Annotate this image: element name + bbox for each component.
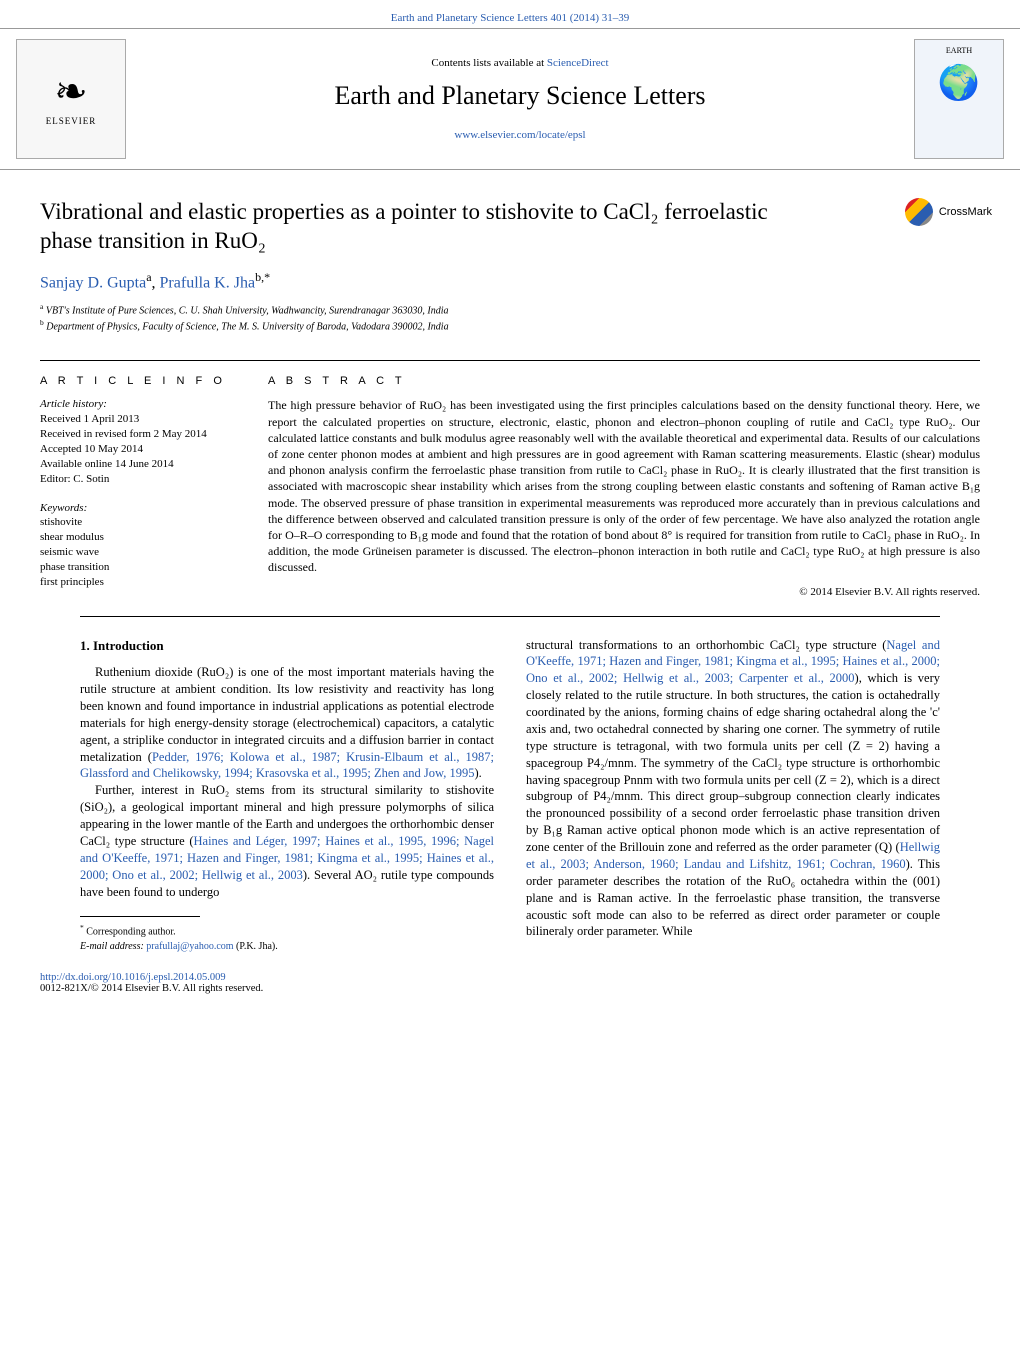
article-title: Vibrational and elastic properties as a …	[40, 198, 800, 256]
body-columns: 1. Introduction Ruthenium dioxide (RuO₂)…	[80, 616, 940, 964]
keyword: stishovite	[40, 515, 240, 530]
abstract-header: A B S T R A C T	[268, 375, 980, 387]
journal-name: Earth and Planetary Science Letters	[142, 81, 898, 111]
history-line: Editor: C. Sotin	[40, 472, 240, 487]
contents-line: Contents lists available at ScienceDirec…	[142, 57, 898, 69]
info-abstract-row: A R T I C L E I N F O Article history: R…	[0, 361, 1020, 615]
author-email-link[interactable]: prafullaj@yahoo.com	[146, 941, 233, 952]
journal-banner: ❧ ELSEVIER Contents lists available at S…	[0, 28, 1020, 170]
affiliation-a: VBT's Institute of Pure Sciences, C. U. …	[46, 305, 449, 316]
email-label: E-mail address:	[80, 941, 144, 952]
publisher-name: ELSEVIER	[46, 116, 97, 126]
author-1[interactable]: Sanjay D. Gupta	[40, 274, 146, 291]
sciencedirect-link[interactable]: ScienceDirect	[547, 57, 609, 69]
abstract-text: The high pressure behavior of RuO₂ has b…	[268, 397, 980, 575]
footnote-rule	[80, 916, 200, 917]
issn-line: 0012-821X/© 2014 Elsevier B.V. All right…	[40, 983, 980, 994]
author-2-aff: b,*	[255, 270, 270, 284]
publisher-logo: ❧ ELSEVIER	[16, 39, 126, 159]
affiliation-b: Department of Physics, Faculty of Scienc…	[46, 321, 448, 332]
email-name: (P.K. Jha).	[236, 941, 278, 952]
doi-link[interactable]: http://dx.doi.org/10.1016/j.epsl.2014.05…	[40, 972, 226, 983]
column-left: 1. Introduction Ruthenium dioxide (RuO₂)…	[80, 637, 494, 954]
corresponding-author: Corresponding author.	[86, 927, 175, 938]
crossmark-icon	[905, 198, 933, 226]
history-label: Article history:	[40, 397, 240, 412]
abstract: A B S T R A C T The high pressure behavi…	[268, 375, 980, 603]
history-line: Received 1 April 2013	[40, 412, 240, 427]
history-block: Article history: Received 1 April 2013 R…	[40, 397, 240, 486]
crossmark-label: CrossMark	[939, 206, 992, 218]
keyword: first principles	[40, 575, 240, 590]
author-1-aff: a	[146, 270, 151, 284]
keywords-block: Keywords: stishovite shear modulus seism…	[40, 501, 240, 590]
contents-prefix: Contents lists available at	[431, 57, 546, 69]
page-footer: http://dx.doi.org/10.1016/j.epsl.2014.05…	[0, 964, 1020, 1010]
keyword: shear modulus	[40, 530, 240, 545]
globe-icon: 🌍	[938, 63, 980, 103]
paragraph: Ruthenium dioxide (RuO₂) is one of the m…	[80, 664, 494, 782]
elsevier-tree-icon: ❧	[54, 72, 88, 112]
journal-url-link[interactable]: www.elsevier.com/locate/epsl	[454, 129, 585, 141]
running-head: Earth and Planetary Science Letters 401 …	[0, 0, 1020, 28]
crossmark-badge[interactable]: CrossMark	[905, 198, 992, 226]
banner-center: Contents lists available at ScienceDirec…	[142, 57, 898, 141]
abstract-copyright: © 2014 Elsevier B.V. All rights reserved…	[268, 586, 980, 598]
journal-homepage: www.elsevier.com/locate/epsl	[142, 129, 898, 141]
keyword: seismic wave	[40, 545, 240, 560]
article-header: CrossMark Vibrational and elastic proper…	[0, 170, 1020, 346]
affiliations: a VBT's Institute of Pure Sciences, C. U…	[40, 302, 980, 335]
journal-cover-thumb: EARTH 🌍	[914, 39, 1004, 159]
keyword: phase transition	[40, 560, 240, 575]
column-right: structural transformations to an orthorh…	[526, 637, 940, 954]
footnotes: * Corresponding author. E-mail address: …	[80, 923, 494, 953]
history-line: Received in revised form 2 May 2014	[40, 427, 240, 442]
paragraph: structural transformations to an orthorh…	[526, 637, 940, 941]
authors-line: Sanjay D. Guptaa, Prafulla K. Jhab,*	[40, 270, 980, 292]
cover-label: EARTH	[946, 46, 972, 55]
citation-link[interactable]: Earth and Planetary Science Letters 401 …	[391, 12, 630, 24]
history-line: Accepted 10 May 2014	[40, 442, 240, 457]
author-2[interactable]: Prafulla K. Jha	[160, 274, 256, 291]
history-line: Available online 14 June 2014	[40, 457, 240, 472]
paragraph: Further, interest in RuO₂ stems from its…	[80, 782, 494, 900]
section-heading: 1. Introduction	[80, 637, 494, 655]
article-info: A R T I C L E I N F O Article history: R…	[40, 375, 240, 603]
info-header: A R T I C L E I N F O	[40, 375, 240, 387]
keywords-label: Keywords:	[40, 501, 240, 516]
